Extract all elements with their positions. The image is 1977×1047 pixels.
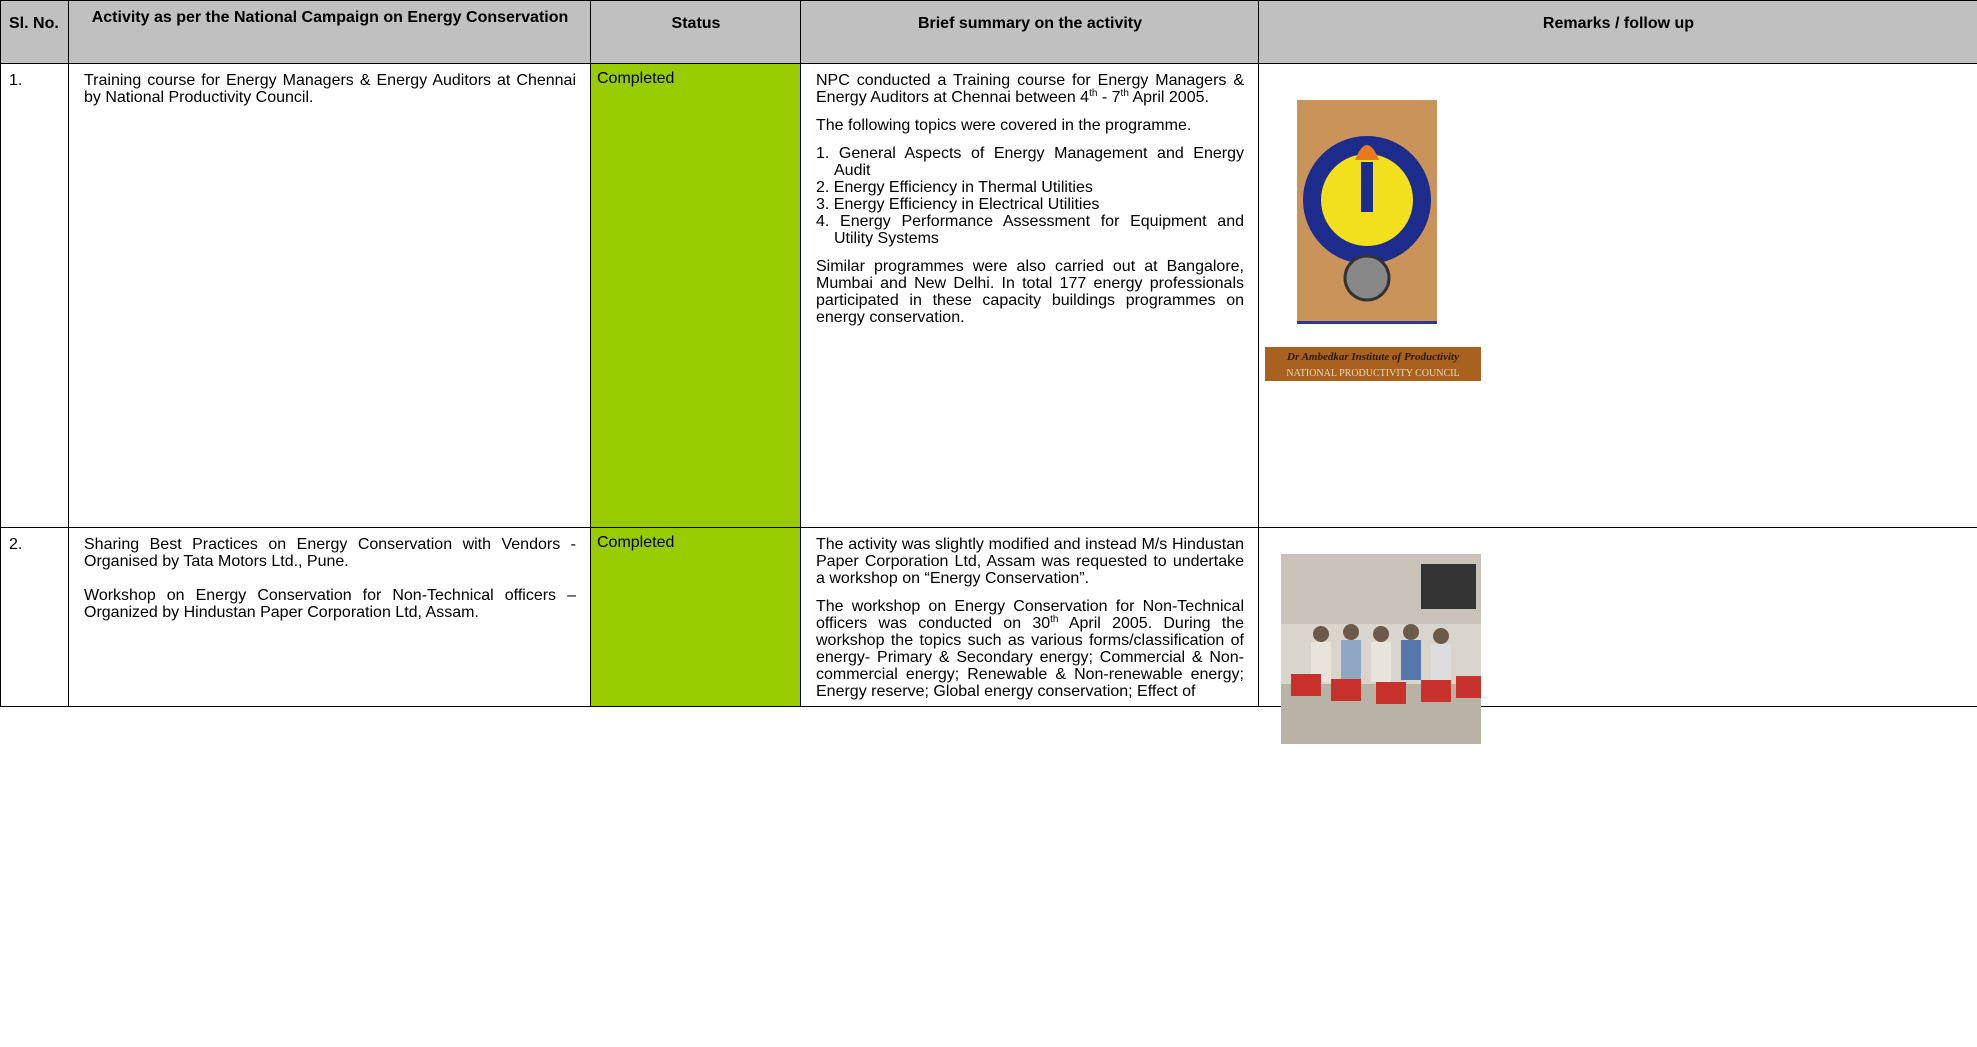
activity-text: Workshop on Energy Conservation for Non-… — [84, 587, 576, 621]
status-text: Completed — [597, 534, 675, 551]
header-cell: Status — [590, 0, 801, 64]
logo-rule — [1297, 321, 1437, 324]
activity-text: Training course for Energy Managers & En… — [84, 72, 576, 106]
caption-box — [1265, 347, 1481, 381]
status-cell: Completed — [590, 63, 801, 528]
header-row: Sl. No. Activity as per the National Cam… — [0, 0, 1977, 64]
photo-chairs — [1291, 674, 1481, 704]
superscript: th — [1089, 88, 1098, 99]
text: The workshop on Energy Conservation for … — [816, 598, 1244, 632]
status-cell: Completed — [590, 527, 801, 707]
topic: 3. Energy Efficiency in Electrical Utili… — [816, 196, 1100, 213]
summary-cell: The activity was slightly modified and i… — [800, 527, 1259, 707]
status-text: Completed — [597, 70, 675, 87]
superscript: th — [1050, 614, 1059, 625]
npc-logo: Dr Ambedkar Institute of Productivity NA… — [1265, 100, 1481, 381]
remarks-cell — [1258, 527, 1977, 744]
topic: 2. Energy Efficiency in Thermal Utilitie… — [816, 179, 1093, 196]
summary-paragraph: Similar programmes were also carried out… — [816, 258, 1244, 326]
row: 2. Sharing Best Practices on Energy Cons… — [0, 527, 1977, 744]
caption-line: NATIONAL PRODUCTIVITY COUNCIL — [1286, 368, 1459, 379]
header-cell: Remarks / follow up — [1258, 0, 1977, 64]
logo-gear — [1343, 254, 1391, 302]
text: April 2005. — [1128, 89, 1209, 106]
summary-paragraph: NPC conducted a Training course for Ener… — [816, 72, 1244, 106]
summary-paragraph: The workshop on Energy Conservation for … — [816, 598, 1244, 700]
topic-list: 1. General Aspects of Energy Management … — [816, 145, 1244, 247]
activity-cell: Training course for Energy Managers & En… — [68, 63, 591, 528]
text: April 2005. During the workshop the topi… — [816, 615, 1244, 700]
caption-line: Dr Ambedkar Institute of Productivity — [1286, 351, 1459, 363]
serial-number: 1. — [0, 63, 69, 528]
photo-board — [1421, 564, 1476, 609]
summary-cell: NPC conducted a Training course for Ener… — [800, 63, 1259, 528]
header-cell: Activity as per the National Campaign on… — [68, 0, 591, 64]
activity-text: Sharing Best Practices on Energy Conserv… — [84, 536, 576, 570]
topic: 1. General Aspects of Energy Management … — [816, 145, 1244, 179]
activity-table: Sl. No. Activity as per the National Cam… — [0, 0, 1977, 744]
serial-number: 2. — [0, 527, 69, 707]
summary-paragraph: The activity was slightly modified and i… — [816, 536, 1244, 587]
photo-audience — [1311, 624, 1451, 684]
text: - 7 — [1097, 89, 1121, 106]
summary-paragraph: The following topics were covered in the… — [816, 117, 1192, 134]
logo-torch — [1361, 162, 1373, 212]
header-cell: Sl. No. — [0, 0, 69, 64]
superscript: th — [1120, 88, 1129, 99]
remarks-cell: Dr Ambedkar Institute of Productivity NA… — [1258, 63, 1977, 528]
topic: 4. Energy Performance Assessment for Equ… — [816, 213, 1244, 247]
logo-flame — [1355, 145, 1379, 160]
header-cell: Brief summary on the activity — [800, 0, 1259, 64]
activity-cell: Sharing Best Practices on Energy Conserv… — [68, 527, 591, 707]
text: NPC conducted a Training course for Ener… — [816, 72, 1244, 106]
workshop-photo — [1281, 554, 1481, 744]
row: 1. Training course for Energy Managers &… — [0, 63, 1977, 528]
